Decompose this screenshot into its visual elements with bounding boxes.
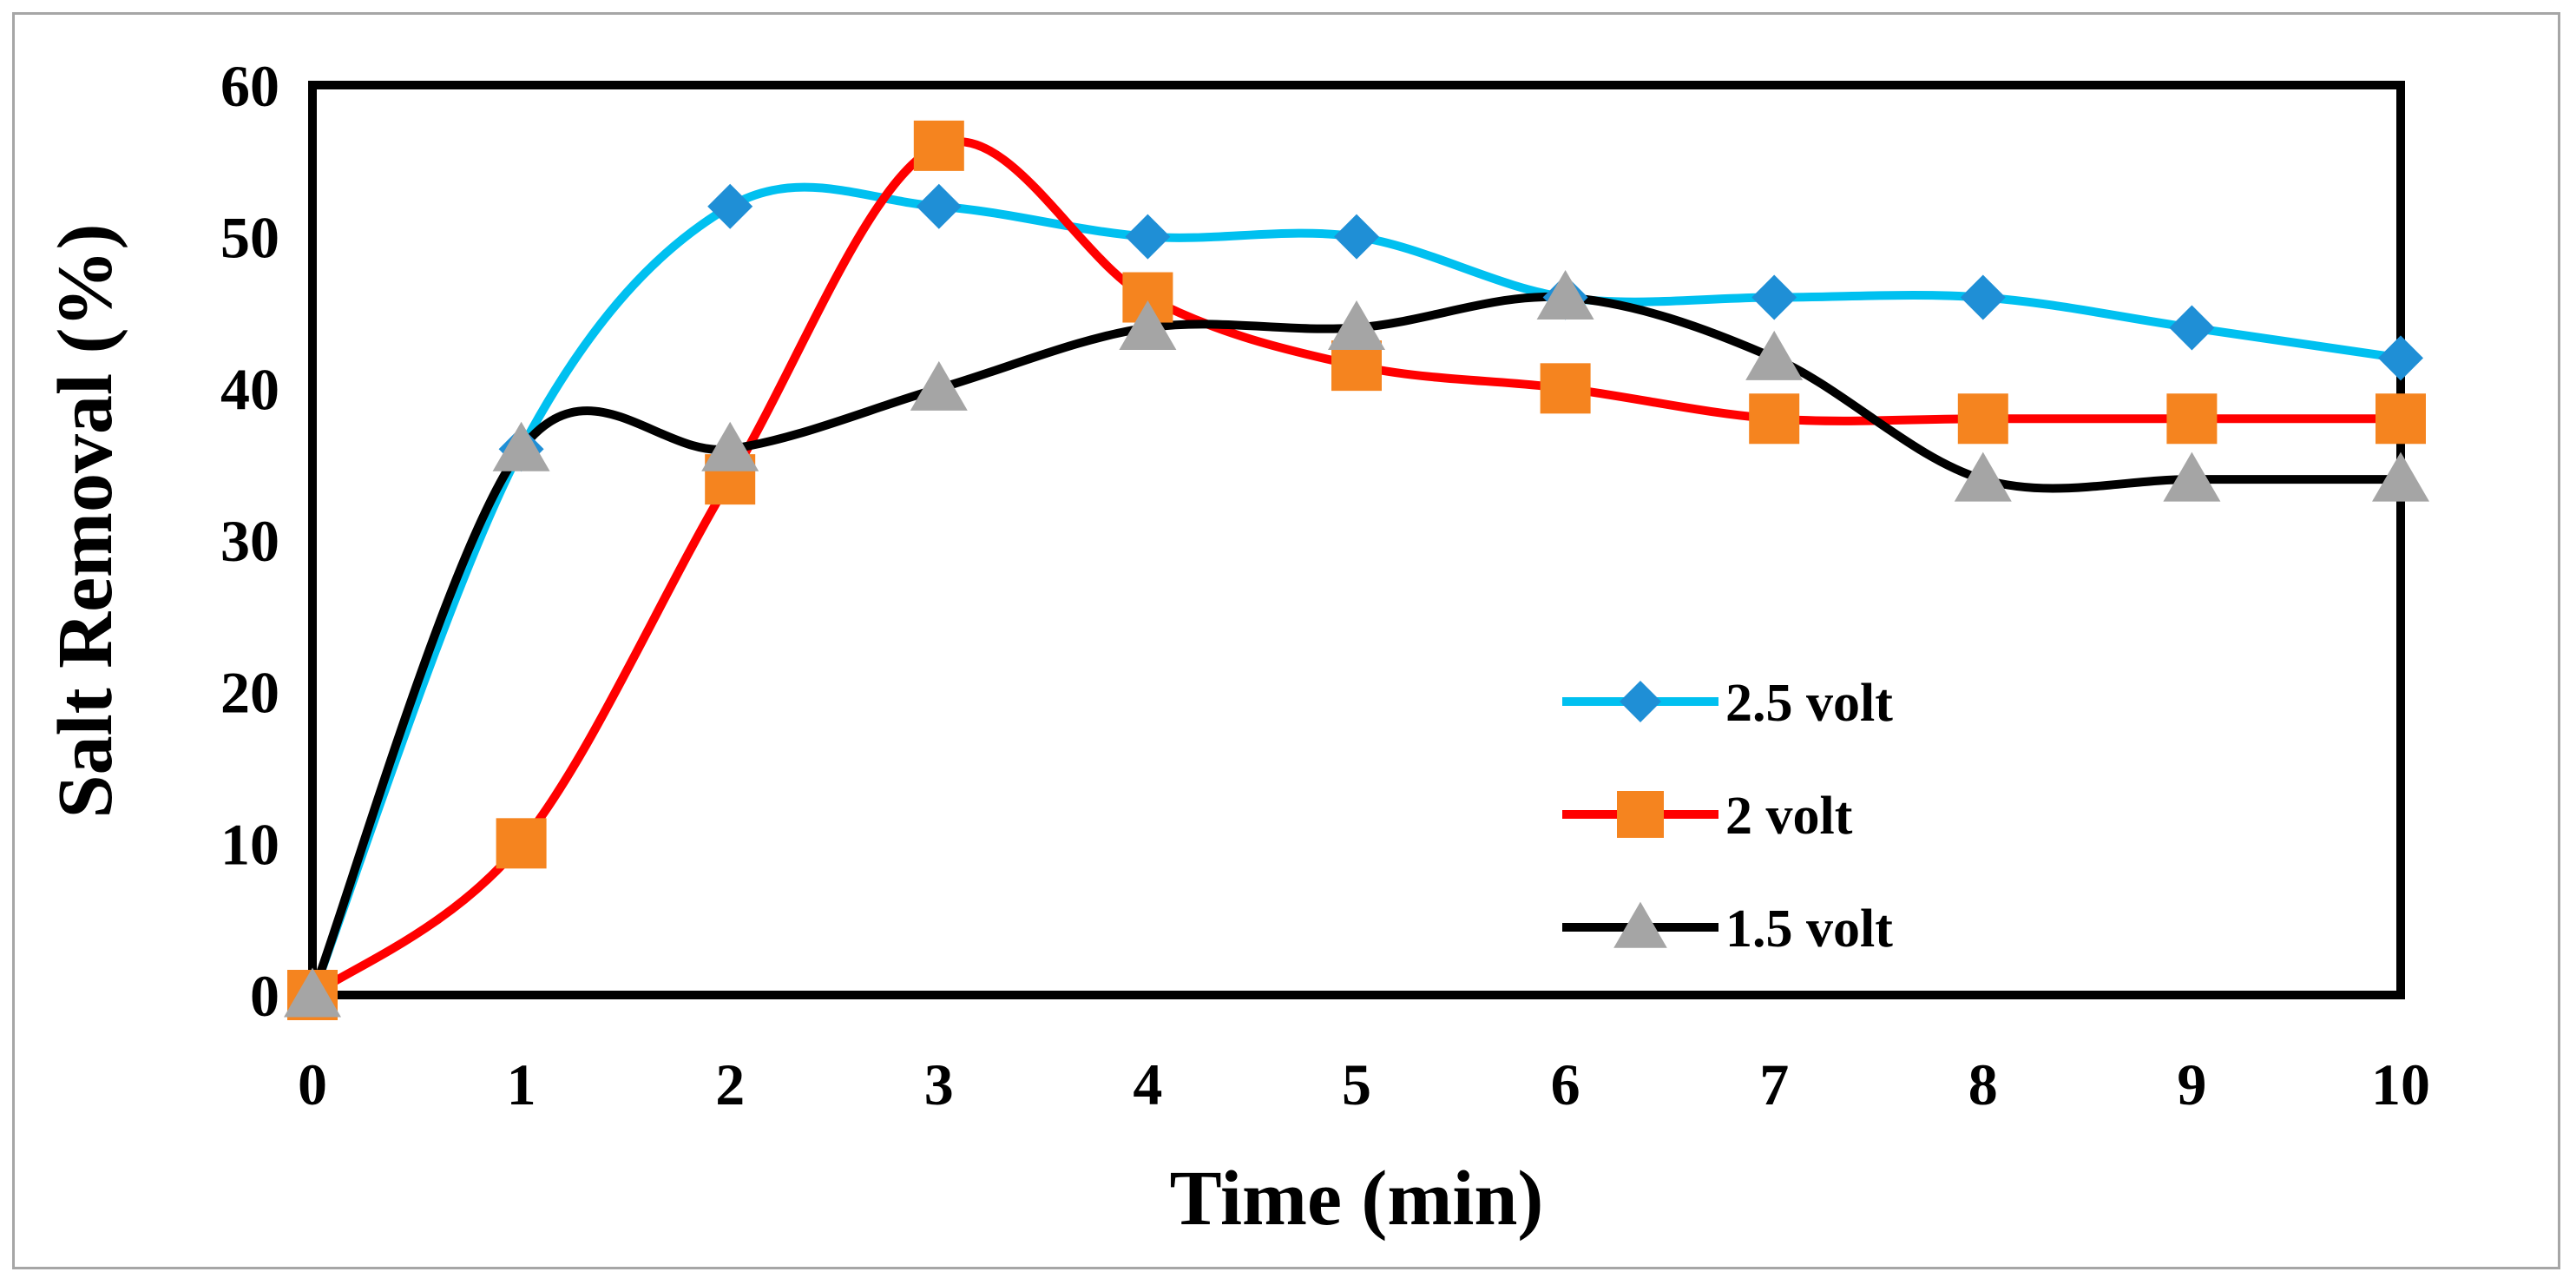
x-tick-label: 2 bbox=[715, 1051, 745, 1117]
data-point-2-5-volt bbox=[2378, 335, 2423, 381]
y-tick-label: 20 bbox=[220, 660, 279, 726]
legend: 2.5 volt 2 volt 1.5 volt bbox=[1562, 674, 1893, 959]
data-point-1-5-volt bbox=[1745, 330, 1804, 380]
data-point-2-volt bbox=[1957, 393, 2008, 445]
y-tick-label: 30 bbox=[220, 508, 279, 574]
series-line-1-5-volt bbox=[308, 292, 2405, 999]
series-markers bbox=[284, 120, 2429, 1020]
data-point-2-volt bbox=[913, 120, 964, 171]
data-point-2-5-volt bbox=[916, 183, 962, 229]
data-point-1-5-volt bbox=[910, 360, 968, 411]
x-tick-label: 3 bbox=[924, 1051, 954, 1117]
legend-marker-1-5-volt bbox=[1613, 901, 1667, 948]
x-tick-label: 1 bbox=[507, 1051, 536, 1117]
y-tick-label: 60 bbox=[220, 53, 279, 119]
legend-label-2-5-volt: 2.5 volt bbox=[1725, 674, 1893, 733]
data-point-1-5-volt bbox=[2163, 451, 2221, 502]
x-tick-label: 7 bbox=[1759, 1051, 1789, 1117]
data-point-1-5-volt bbox=[2372, 451, 2429, 502]
data-point-2-5-volt bbox=[1334, 214, 1379, 260]
x-tick-label: 0 bbox=[298, 1051, 327, 1117]
legend-label-2-volt: 2 volt bbox=[1725, 787, 1853, 846]
data-point-1-5-volt bbox=[284, 967, 341, 1018]
data-point-2-volt bbox=[1540, 363, 1591, 414]
x-axis-title: Time (min) bbox=[1170, 1156, 1544, 1242]
legend-marker-2-volt bbox=[1617, 791, 1664, 838]
x-tick-label: 6 bbox=[1551, 1051, 1580, 1117]
data-point-2-volt bbox=[2376, 393, 2426, 445]
data-point-2-5-volt bbox=[2169, 305, 2215, 351]
data-point-2-volt bbox=[1749, 393, 1800, 445]
x-tick-label: 9 bbox=[2177, 1051, 2206, 1117]
y-tick-label: 0 bbox=[250, 963, 279, 1029]
data-point-2-5-volt bbox=[1125, 214, 1171, 260]
legend-label-1-5-volt: 1.5 volt bbox=[1725, 900, 1893, 959]
data-point-2-5-volt bbox=[1960, 274, 2006, 320]
data-point-1-5-volt bbox=[1536, 270, 1594, 320]
series-line-2-5-volt bbox=[308, 182, 2405, 999]
data-point-1-5-volt bbox=[701, 421, 759, 471]
data-point-2-volt bbox=[496, 818, 547, 869]
y-tick-label: 40 bbox=[220, 356, 279, 422]
data-point-1-5-volt bbox=[492, 421, 550, 471]
x-tick-label: 4 bbox=[1133, 1051, 1162, 1117]
legend-marker-2-5-volt bbox=[1620, 681, 1661, 722]
x-tick-label: 10 bbox=[2371, 1051, 2430, 1117]
data-point-1-5-volt bbox=[1119, 300, 1177, 350]
data-point-2-5-volt bbox=[707, 183, 753, 229]
data-point-1-5-volt bbox=[1954, 451, 2012, 502]
y-tick-label: 10 bbox=[220, 811, 279, 877]
data-point-2-5-volt bbox=[1751, 274, 1797, 320]
y-tick-labels: 0 10 20 30 40 50 60 bbox=[220, 53, 279, 1029]
x-tick-label: 5 bbox=[1342, 1051, 1371, 1117]
y-tick-label: 50 bbox=[220, 205, 279, 271]
x-tick-labels: 0 1 2 3 4 5 6 7 8 9 10 bbox=[298, 1051, 2430, 1117]
data-point-2-volt bbox=[2166, 393, 2218, 445]
x-tick-label: 8 bbox=[1968, 1051, 1998, 1117]
y-axis-title: Salt Removal (%) bbox=[43, 224, 128, 819]
data-point-1-5-volt bbox=[1328, 300, 1385, 350]
